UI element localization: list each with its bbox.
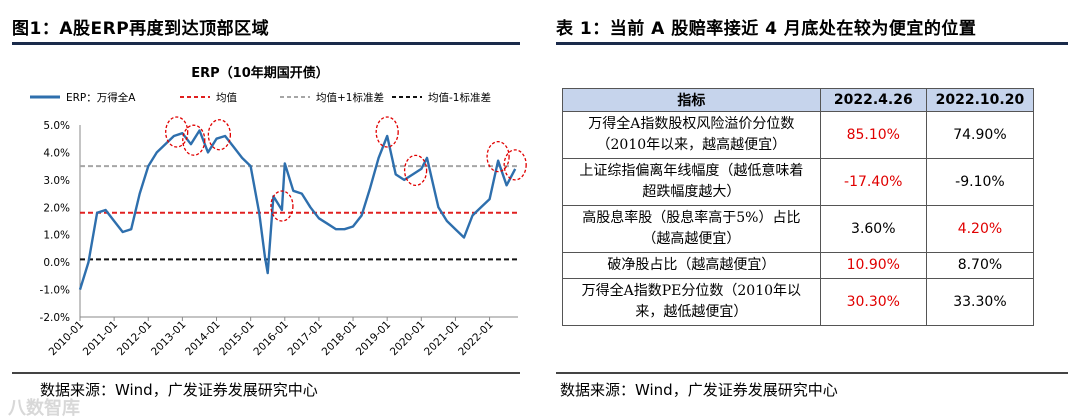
peak-highlight-circle <box>165 116 189 148</box>
x-tick-label: 2012-01 <box>115 319 155 359</box>
x-tick-label: 2010-01 <box>47 319 87 359</box>
y-tick-label: 2.0% <box>43 202 70 214</box>
right-table-title: 表 1：当前 A 股赔率接近 4 月底处在较为便宜的位置 <box>556 19 977 39</box>
legend-label: 均值-1标准差 <box>428 91 491 104</box>
row-label-line: （2010年以来，越高越便宜） <box>596 137 787 153</box>
row-indicator-label: 万得全A指数PE分位数（2010年以 来，越低越便宜） <box>562 278 821 326</box>
y-tick-label: 4.0% <box>43 147 70 159</box>
row-label-line: 破净股占比（越高越便宜） <box>607 257 776 273</box>
row-value-2022-10-20: 74.90% <box>925 111 1035 159</box>
header-date-2: 2022.10.20 <box>925 88 1035 112</box>
y-tick-label: -1.0% <box>40 285 70 297</box>
peak-highlight-circle <box>503 149 527 181</box>
erp-line-chart: ERP（10年期国开债） ERP：万得全A 均值 均值+1标准差 均值-1标准差 5.0%… <box>30 65 527 359</box>
peak-highlight-circle <box>182 124 206 156</box>
row-indicator-label: 高股息率股（股息率高于5%）占比 （越高越便宜） <box>562 205 821 253</box>
x-tick-label: 2013-01 <box>149 319 189 359</box>
row-value-2022-04-26: 3.60% <box>819 205 927 253</box>
row-value-2022-04-26: -17.40% <box>819 158 927 206</box>
row-label-line: 超跌幅度越大） <box>642 184 741 200</box>
peak-highlight-circle <box>207 119 232 151</box>
table-row: 上证综指偏离年线幅度（越低意味着 超跌幅度越大） -17.40% -9.10% <box>562 158 1035 206</box>
left-figure-title: 图1：A股ERP再度到达顶部区域 <box>12 19 270 39</box>
erp-series-line <box>78 129 517 290</box>
table-row: 破净股占比（越高越便宜） 10.90% 8.70% <box>562 252 1035 279</box>
row-label-line: 来，越低越便宜） <box>635 304 748 320</box>
legend-label: 均值 <box>216 91 237 104</box>
y-tick-label: -2.0% <box>40 312 70 324</box>
header-date-1: 2022.4.26 <box>819 88 927 112</box>
row-value-2022-10-20: 8.70% <box>925 252 1035 279</box>
indicator-table: 指标 2022.4.26 2022.10.20 万得全A指数股权风险溢价分位数 （… <box>562 88 1035 326</box>
row-value-2022-10-20: 4.20% <box>925 205 1035 253</box>
y-tick-label: 3.0% <box>43 175 70 187</box>
right-bottom-rule <box>556 372 1068 374</box>
row-label-line: 高股息率股（股息率高于5%）占比 <box>582 210 801 226</box>
row-value-2022-04-26: 10.90% <box>819 252 927 279</box>
row-value-2022-10-20: -9.10% <box>925 158 1035 206</box>
right-source-note: 数据来源：Wind，广发证券发展研究中心 <box>560 381 838 399</box>
x-tick-label: 2015-01 <box>217 319 257 359</box>
row-value-2022-10-20: 33.30% <box>925 278 1035 326</box>
row-label-line: （越高越便宜） <box>642 231 741 247</box>
header-indicator: 指标 <box>562 88 821 112</box>
x-tick-label: 2014-01 <box>183 319 223 359</box>
table-row: 高股息率股（股息率高于5%）占比 （越高越便宜） 3.60% 4.20% <box>562 205 1035 253</box>
x-tick-label: 2018-01 <box>320 319 360 359</box>
row-indicator-label: 上证综指偏离年线幅度（越低意味着 超跌幅度越大） <box>562 158 821 206</box>
legend-label: 均值+1标准差 <box>316 91 384 104</box>
row-label-line: 万得全A指数股权风险溢价分位数 <box>588 116 795 132</box>
chart-title: ERP（10年期国开债） <box>191 65 329 81</box>
peak-highlight-circle <box>375 116 399 148</box>
table-row: 万得全A指数PE分位数（2010年以 来，越低越便宜） 30.30% 33.30% <box>562 278 1035 326</box>
x-tick-label: 2017-01 <box>286 319 326 359</box>
watermark: 八数智库 <box>8 398 80 419</box>
row-label-line: 万得全A指数PE分位数（2010年以 <box>581 283 802 299</box>
y-tick-label: 5.0% <box>43 120 70 132</box>
y-tick-label: 0.0% <box>43 257 70 269</box>
left-bottom-rule <box>12 372 520 374</box>
row-label-line: 上证综指偏离年线幅度（越低意味着 <box>579 163 804 179</box>
table-row: 万得全A指数股权风险溢价分位数 （2010年以来，越高越便宜） 85.10% 74.9… <box>562 111 1035 159</box>
row-value-2022-04-26: 30.30% <box>819 278 927 326</box>
x-tick-label: 2022-01 <box>456 319 496 359</box>
x-tick-label: 2011-01 <box>81 319 121 359</box>
peak-highlight-circle <box>270 190 294 222</box>
y-tick-label: 1.0% <box>43 230 70 242</box>
legend-label: ERP：万得全A <box>66 91 136 104</box>
row-indicator-label: 破净股占比（越高越便宜） <box>562 252 821 279</box>
x-tick-label: 2016-01 <box>251 319 291 359</box>
peak-highlight-circle <box>403 154 428 187</box>
x-tick-label: 2021-01 <box>422 319 462 359</box>
table-header-row: 指标 2022.4.26 2022.10.20 <box>562 88 1035 112</box>
row-indicator-label: 万得全A指数股权风险溢价分位数 （2010年以来，越高越便宜） <box>562 111 821 159</box>
peak-highlight-circle <box>486 141 510 173</box>
x-tick-label: 2020-01 <box>388 319 428 359</box>
row-value-2022-04-26: 85.10% <box>819 111 927 159</box>
left-title-rule <box>12 42 520 45</box>
right-title-rule <box>556 42 1068 45</box>
x-tick-label: 2019-01 <box>354 319 394 359</box>
left-source-note: 数据来源：Wind，广发证券发展研究中心 <box>40 381 318 399</box>
